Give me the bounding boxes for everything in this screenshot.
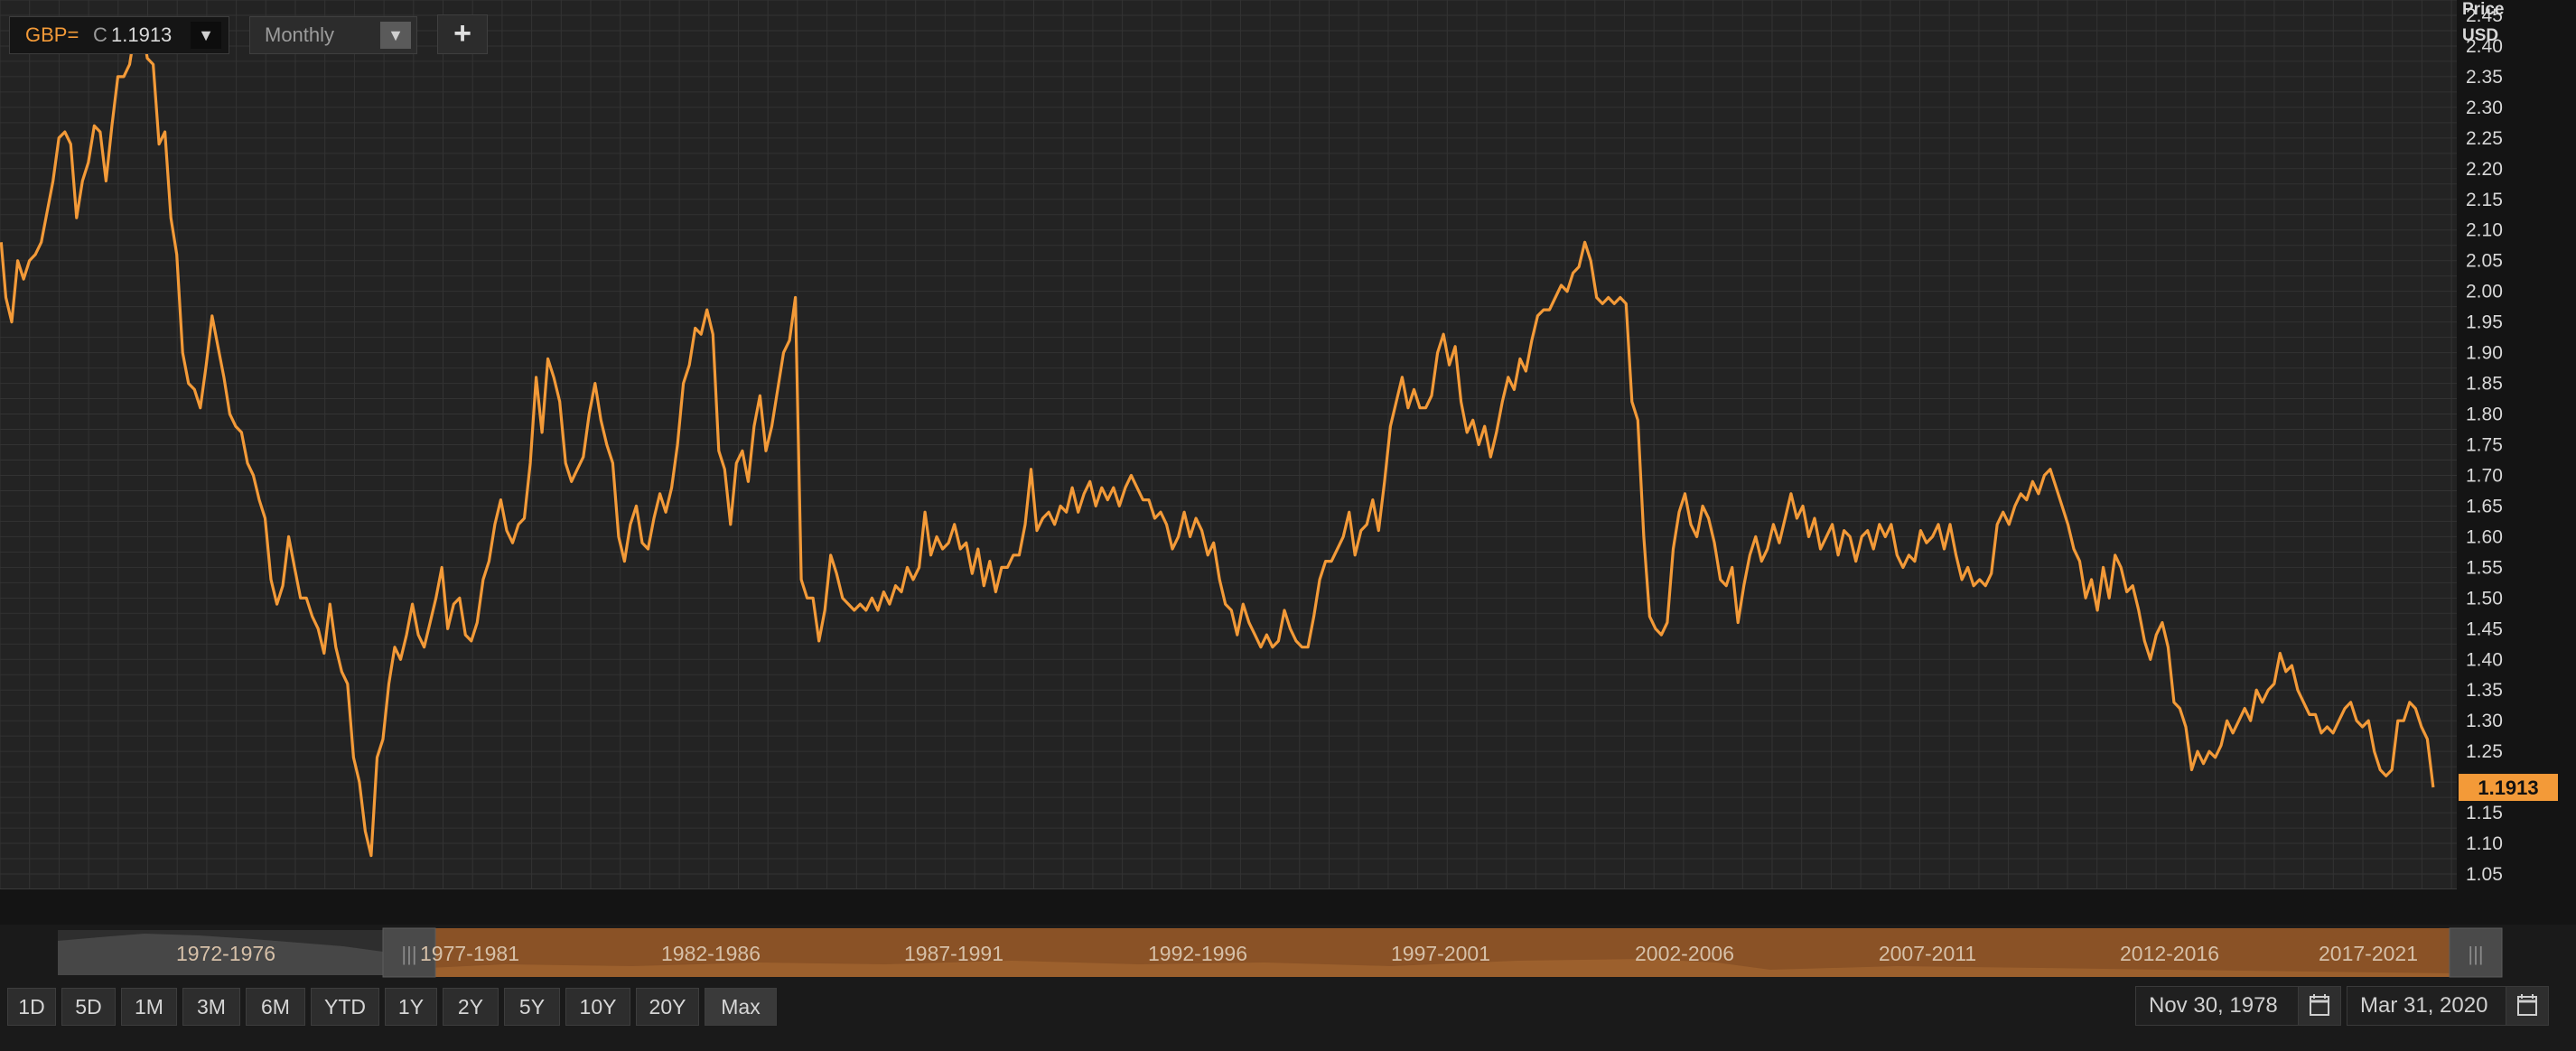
interval-label: Monthly xyxy=(265,23,335,46)
navigator-period-label: 2002-2006 xyxy=(1635,942,1734,965)
range-bar: 1D 5D 1M 3M 6M YTD 1Y 2Y 5Y 10Y 20Y Max Nov 30, 197… xyxy=(0,981,2576,1051)
add-series-button[interactable]: + xyxy=(437,14,488,54)
y-tick-label: 2.00 xyxy=(2466,282,2503,302)
price-chart[interactable]: 1979-19831984-19881989-19931994-19981999… xyxy=(0,0,2457,889)
y-tick-label: 2.40 xyxy=(2466,36,2503,57)
y-tick-label: 1.35 xyxy=(2466,680,2503,701)
y-tick-label: 1.60 xyxy=(2466,526,2503,547)
range-button-3m[interactable]: 3M xyxy=(182,988,240,1026)
instrument-selector[interactable]: GBP= C 1.1913 ▼ xyxy=(9,16,229,54)
navigator-handle-left[interactable] xyxy=(382,927,436,978)
navigator-period-label: 1982-1986 xyxy=(661,942,761,965)
y-tick-label: 1.55 xyxy=(2466,557,2503,578)
axis-currency: USD xyxy=(2462,26,2498,45)
navigator-period-label: 2017-2021 xyxy=(2319,942,2418,965)
start-date: Nov 30, 1978 xyxy=(2149,993,2278,1018)
start-date-field[interactable]: Nov 30, 1978 xyxy=(2135,986,2341,1026)
chart-area[interactable]: 1979-19831984-19881989-19931994-19981999… xyxy=(0,0,2457,889)
svg-text:|||: ||| xyxy=(2468,943,2483,965)
range-button-5y[interactable]: 5Y xyxy=(504,988,560,1026)
y-tick-label: 1.45 xyxy=(2466,619,2503,639)
range-button-1d[interactable]: 1D xyxy=(7,988,56,1026)
y-tick-label: 1.10 xyxy=(2466,833,2503,854)
instrument-symbol: GBP= xyxy=(25,23,79,46)
range-button-10y[interactable]: 10Y xyxy=(565,988,630,1026)
range-button-max[interactable]: Max xyxy=(705,988,777,1026)
navigator-period-label: 1972-1976 xyxy=(176,942,275,965)
last-price-tag xyxy=(2459,774,2558,802)
range-button-1y[interactable]: 1Y xyxy=(385,988,437,1026)
navigator-handle-right[interactable] xyxy=(2449,927,2503,978)
y-tick-label: 1.65 xyxy=(2466,496,2503,516)
y-tick-label: 1.95 xyxy=(2466,312,2503,333)
y-tick-label: 2.10 xyxy=(2466,220,2503,241)
range-button-1m[interactable]: 1M xyxy=(121,988,177,1026)
instrument-value: 1.1913 xyxy=(111,23,173,46)
y-tick-label: 1.75 xyxy=(2466,435,2503,456)
chevron-down-icon[interactable]: ▼ xyxy=(191,22,221,49)
y-tick-label: 1.70 xyxy=(2466,465,2503,486)
range-button-ytd[interactable]: YTD xyxy=(311,988,379,1026)
y-tick-label: 1.85 xyxy=(2466,374,2503,395)
end-date: Mar 31, 2020 xyxy=(2360,993,2488,1018)
range-button-5d[interactable]: 5D xyxy=(61,988,116,1026)
navigator-period-label: 2007-2011 xyxy=(1879,942,1976,965)
close-indicator: C xyxy=(93,23,107,46)
y-tick-label: 2.45 xyxy=(2466,5,2503,26)
y-tick-label: 1.05 xyxy=(2466,864,2503,885)
timeline-navigator[interactable]: ||| ||| 1972-1976 1977-1981 1982-1986 1987-… xyxy=(0,925,2576,981)
y-tick-label: 2.20 xyxy=(2466,159,2503,180)
y-tick-label: 1.40 xyxy=(2466,649,2503,670)
interval-selector[interactable]: Monthly ▼ xyxy=(249,16,417,54)
y-tick-label: 2.35 xyxy=(2466,67,2503,88)
last-price-value: 1.1913 xyxy=(2478,777,2538,799)
toolbar: GBP= C 1.1913 ▼ Monthly ▼ + xyxy=(0,0,542,54)
y-tick-label: 1.90 xyxy=(2466,343,2503,364)
svg-text:|||: ||| xyxy=(401,943,416,965)
y-tick-label: 2.25 xyxy=(2466,128,2503,149)
price-series-line xyxy=(0,20,2435,858)
range-button-2y[interactable]: 2Y xyxy=(443,988,499,1026)
range-button-6m[interactable]: 6M xyxy=(246,988,305,1026)
y-tick-label: 1.50 xyxy=(2466,588,2503,609)
calendar-icon[interactable] xyxy=(2506,987,2548,1025)
y-tick-label: 2.05 xyxy=(2466,251,2503,272)
chevron-down-icon[interactable]: ▼ xyxy=(380,22,411,49)
y-tick-label: 1.80 xyxy=(2466,405,2503,425)
navigator-period-label: 1997-2001 xyxy=(1391,942,1490,965)
navigator-period-label: 1992-1996 xyxy=(1148,942,1247,965)
end-date-field[interactable]: Mar 31, 2020 xyxy=(2347,986,2549,1026)
y-tick-label: 1.30 xyxy=(2466,711,2503,731)
y-tick-label: 1.25 xyxy=(2466,741,2503,762)
y-tick-label: 2.30 xyxy=(2466,98,2503,118)
navigator-period-label: 2012-2016 xyxy=(2120,942,2219,965)
calendar-icon[interactable] xyxy=(2298,987,2340,1025)
navigator-period-label: 1977-1981 xyxy=(420,942,519,965)
price-axis: Price USD 1.051.101.151.201.251.301.351.… xyxy=(2457,0,2576,889)
y-tick-label: 2.15 xyxy=(2466,190,2503,210)
range-button-20y[interactable]: 20Y xyxy=(636,988,699,1026)
navigator-period-label: 1987-1991 xyxy=(904,942,1003,965)
axis-title: Price xyxy=(2462,0,2504,19)
y-tick-label: 1.15 xyxy=(2466,803,2503,823)
